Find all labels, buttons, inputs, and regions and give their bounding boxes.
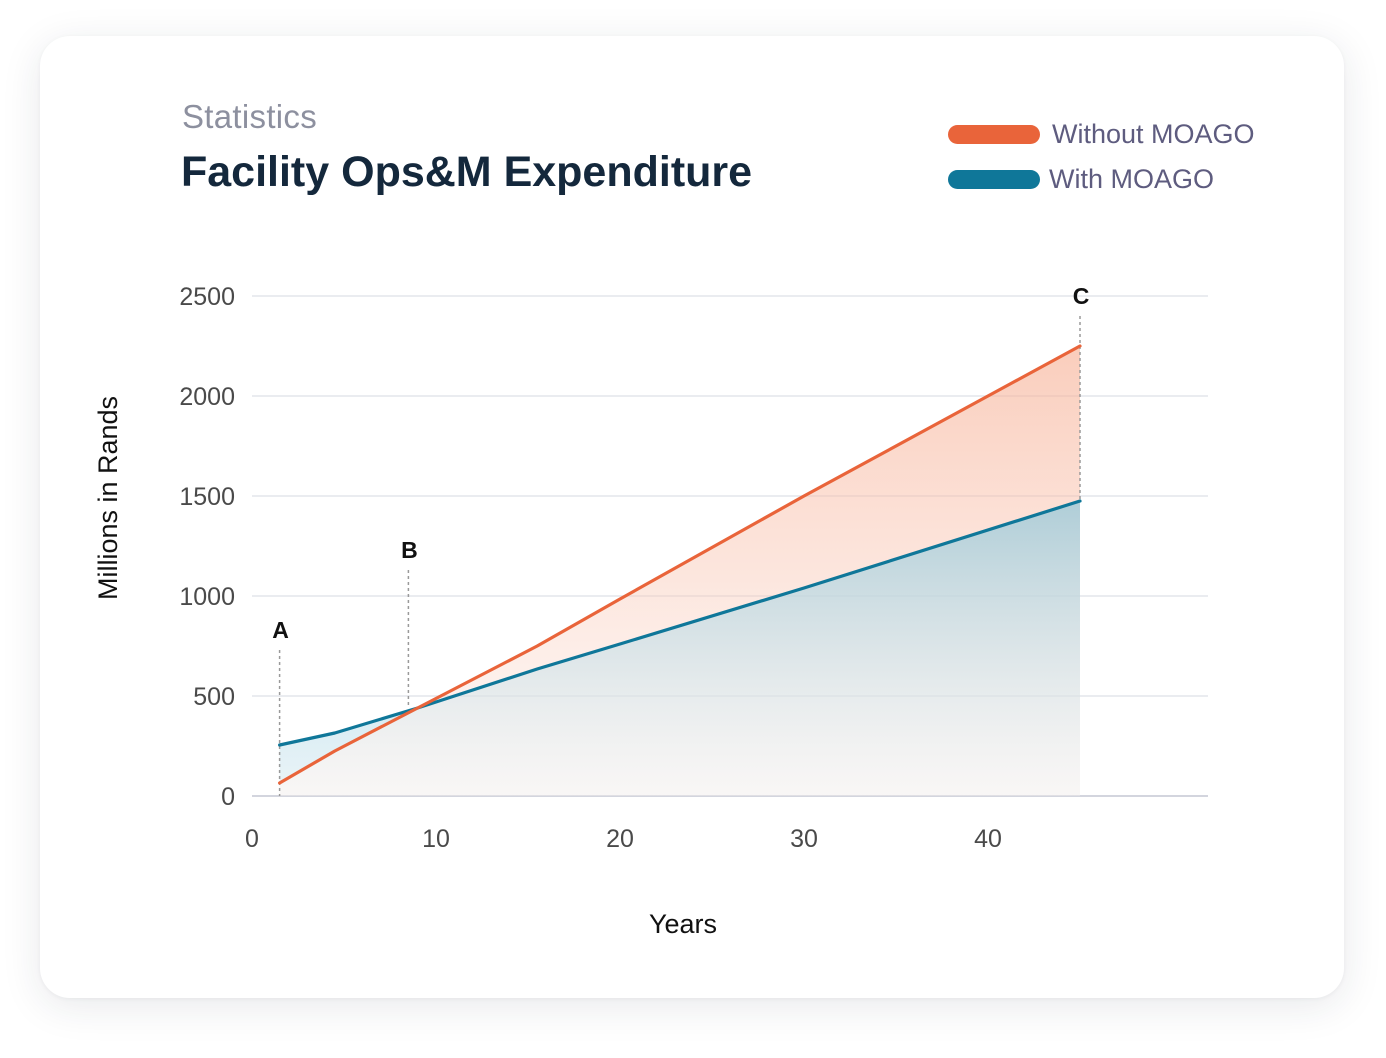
y-tick-label: 500	[193, 683, 235, 711]
legend-label-without-moago: Without MOAGO	[1052, 119, 1255, 149]
tick-layer: 0 500 1000 1500 2000 2500 0 10 20 30 40	[179, 283, 1002, 853]
y-tick-label: 1000	[179, 583, 235, 611]
area-with-above-region	[279, 708, 418, 783]
y-tick-label: 2500	[179, 283, 235, 311]
legend-swatch-with-moago	[948, 170, 1040, 189]
chart-card	[40, 36, 1344, 998]
marker-label-a: A	[272, 617, 289, 643]
x-axis-title: Years	[649, 909, 717, 939]
area-layer	[279, 346, 1081, 796]
y-axis-title: Millions in Rands	[93, 396, 123, 600]
y-tick-label: 0	[221, 783, 235, 811]
legend-label-with-moago: With MOAGO	[1049, 164, 1215, 194]
x-tick-label: 40	[974, 825, 1002, 853]
y-tick-label: 2000	[179, 383, 235, 411]
line-layer	[278, 344, 1082, 785]
series-line-with-moago	[278, 499, 1082, 747]
marker-label-c: C	[1073, 283, 1090, 309]
legend-swatch-without-moago	[948, 125, 1040, 144]
legend-item-without-moago: Without MOAGO	[948, 119, 1255, 150]
x-tick-label: 30	[790, 825, 818, 853]
chart-title: Facility Ops&M Expenditure	[181, 148, 753, 196]
marker-label-b: B	[401, 537, 418, 563]
x-tick-label: 10	[422, 825, 450, 853]
chart-subtitle: Statistics	[182, 98, 318, 135]
legend-item-with-moago: With MOAGO	[948, 164, 1214, 195]
x-tick-label: 20	[606, 825, 634, 853]
series-line-without-moago	[278, 344, 1082, 785]
y-tick-label: 1500	[179, 483, 235, 511]
x-tick-label: 0	[245, 825, 259, 853]
area-base-region	[279, 501, 1081, 796]
